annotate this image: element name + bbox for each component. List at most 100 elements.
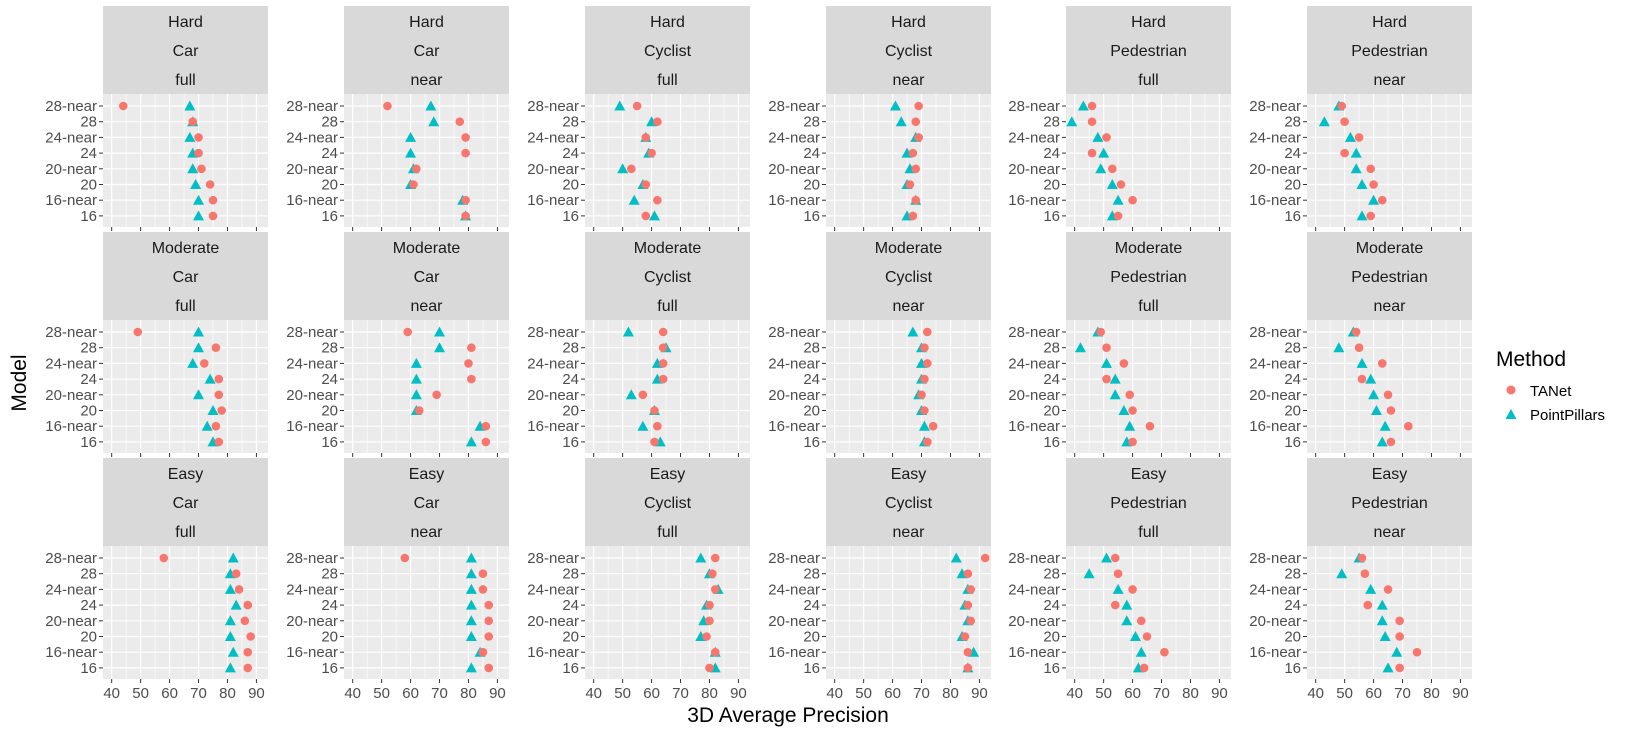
point-tanet — [647, 148, 656, 158]
point-tanet — [211, 343, 221, 353]
point-pointpillars — [1112, 583, 1124, 594]
panel-background — [344, 320, 509, 453]
strip-background — [1066, 232, 1231, 320]
point-tanet — [461, 133, 470, 142]
x-tick-label: 70 — [1153, 685, 1170, 702]
y-tick-label: 24 — [80, 371, 97, 388]
panel-background — [585, 320, 750, 453]
point-tanet — [705, 616, 714, 626]
point-pointpillars — [622, 326, 634, 337]
point-tanet — [484, 663, 494, 673]
y-tick-label: 20-near — [1249, 613, 1301, 630]
point-pointpillars — [889, 100, 901, 111]
x-tick-label: 70 — [1394, 685, 1411, 702]
y-tick-label: 28 — [1284, 114, 1301, 131]
point-pointpillars — [1376, 436, 1388, 447]
x-tick-label: 80 — [1423, 685, 1440, 702]
point-tanet — [1354, 133, 1364, 142]
y-tick-label: 20-near — [527, 387, 579, 404]
point-tanet — [484, 616, 494, 626]
y-tick-label: 16-near — [45, 644, 97, 661]
y-tick-label: 28 — [803, 566, 820, 583]
point-pointpillars — [193, 389, 205, 400]
point-pointpillars — [1118, 405, 1130, 415]
point-tanet — [928, 421, 938, 431]
point-pointpillars — [227, 646, 239, 657]
point-pointpillars — [1368, 389, 1380, 400]
point-pointpillars — [1356, 179, 1368, 189]
point-tanet — [1113, 211, 1123, 221]
panel-background — [344, 94, 509, 227]
strip-label: Car — [173, 43, 199, 60]
y-tick-label: 16-near — [286, 192, 338, 209]
strip-label: full — [657, 72, 677, 89]
point-tanet — [1337, 101, 1347, 111]
y-tick-label: 28-near — [527, 324, 579, 341]
point-tanet — [1366, 211, 1375, 221]
y-tick-label: 24-near — [1008, 355, 1060, 372]
y-tick-label: 24 — [1043, 371, 1060, 388]
strip-label: Easy — [1372, 466, 1408, 483]
y-tick-label: 20 — [80, 177, 97, 194]
y-tick-label: 20 — [562, 177, 579, 194]
point-tanet — [963, 569, 973, 578]
point-tanet — [650, 437, 659, 447]
strip-label: full — [1138, 524, 1158, 541]
strip-background — [826, 232, 991, 320]
strip-label: Hard — [1372, 14, 1407, 31]
point-tanet — [461, 211, 470, 221]
point-tanet — [1357, 553, 1367, 563]
point-pointpillars — [227, 552, 239, 563]
strip-background — [344, 458, 509, 546]
y-tick-label: 24 — [1043, 145, 1060, 162]
point-pointpillars — [1109, 373, 1121, 384]
point-pointpillars — [1106, 179, 1118, 189]
strip-background — [103, 232, 268, 320]
strip-label: near — [1373, 298, 1406, 315]
point-pointpillars — [193, 194, 205, 205]
point-pointpillars — [1382, 662, 1394, 673]
point-tanet — [197, 164, 206, 174]
point-pointpillars — [224, 583, 236, 594]
point-tanet — [705, 600, 714, 610]
y-tick-label: 28 — [803, 340, 820, 357]
point-tanet — [920, 406, 929, 415]
point-tanet — [963, 600, 973, 610]
point-tanet — [653, 117, 662, 126]
point-pointpillars — [1370, 405, 1382, 415]
point-tanet — [641, 211, 651, 221]
y-tick-label: 24 — [803, 371, 820, 388]
y-tick-label: 20-near — [527, 613, 579, 630]
y-tick-label: 24-near — [1249, 355, 1301, 372]
strip-label: Moderate — [1356, 240, 1424, 257]
x-tick-label: 90 — [489, 685, 506, 702]
point-tanet — [234, 585, 244, 594]
y-tick-label: 20-near — [768, 161, 820, 178]
strip-label: Car — [414, 269, 440, 286]
point-pointpillars — [193, 342, 205, 353]
y-tick-label: 24-near — [286, 355, 338, 372]
x-tick-label: 60 — [1365, 685, 1382, 702]
strip-label: full — [1138, 72, 1158, 89]
point-tanet — [188, 117, 198, 126]
point-tanet — [1142, 632, 1152, 641]
strip-label: Cyclist — [644, 495, 692, 512]
point-tanet — [159, 553, 169, 563]
y-tick-label: 24-near — [527, 355, 579, 372]
point-pointpillars — [907, 326, 919, 337]
y-tick-label: 16 — [562, 208, 579, 225]
strip-label: Car — [414, 495, 440, 512]
y-tick-label: 28 — [803, 114, 820, 131]
point-tanet — [1386, 406, 1396, 415]
x-tick-label: 50 — [614, 685, 631, 702]
point-tanet — [1383, 390, 1393, 400]
x-tick-label: 70 — [190, 685, 207, 702]
point-pointpillars — [625, 389, 637, 400]
point-pointpillars — [465, 662, 477, 673]
point-pointpillars — [193, 210, 205, 221]
y-tick-label: 28-near — [286, 550, 338, 567]
point-tanet — [960, 632, 970, 641]
point-tanet — [1128, 437, 1137, 447]
x-tick-label: 60 — [643, 685, 660, 702]
point-tanet — [702, 632, 711, 641]
